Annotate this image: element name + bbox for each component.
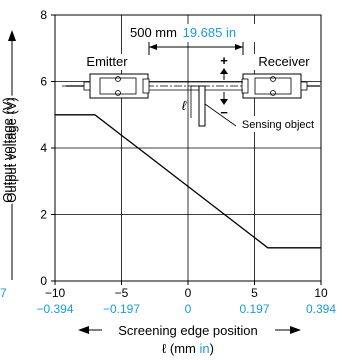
sensing-object-label-bg: [236, 116, 320, 132]
x-axis-label: Screening edge position: [118, 323, 258, 338]
x-tick-label-0: −10: [45, 286, 66, 300]
distance-arrow-right: [235, 44, 243, 50]
y-axis-arrow-head: [8, 30, 16, 41]
receiver-window: [254, 77, 292, 95]
x-tick-labels: −10 −5 0 5 10: [45, 281, 328, 300]
y-axis-label-fg: Output voltage (V): [4, 97, 19, 203]
y-tick-label-0: 0: [40, 274, 47, 288]
minus-arrow-head: [220, 99, 228, 105]
distance-label: 500 mm 19.685 in: [130, 25, 236, 40]
distance-in: 19.685 in: [183, 25, 237, 40]
emitter-label-bg: [77, 54, 137, 70]
x-tick-label-2: 0: [185, 286, 192, 300]
x-axis-unit-suffix: ): [210, 341, 214, 356]
emitter-label: Emitter: [86, 54, 128, 69]
emitter-screw-top: [115, 76, 121, 82]
y-tick-label-2: 4: [40, 141, 47, 155]
x-axis-arrow-left-head: [78, 326, 89, 334]
x-tick-in-label-3: 0.197: [239, 302, 269, 316]
receiver-label-bg: [250, 54, 318, 70]
receiver-screw-top: [270, 76, 276, 82]
x-tick-in-label-0: −0.394: [36, 302, 73, 316]
receiver-lens: [241, 78, 249, 94]
minus-sign: −: [220, 105, 228, 120]
emitter-lens: [142, 78, 150, 94]
plus-arrow-head: [220, 68, 228, 74]
x-tick-in-label-2: 0: [185, 302, 192, 316]
y-axis-label: Output voltage (V): [0, 97, 15, 203]
sensing-object: [198, 85, 206, 127]
emitter-screw-bottom: [115, 90, 121, 96]
x-axis-unit-prefix: ℓ (mm: [162, 341, 199, 356]
output-voltage-series-line: [55, 114, 321, 249]
distance-label-bg: [125, 24, 275, 42]
receiver-label: Receiver: [258, 54, 310, 69]
ell-label: ℓ: [182, 98, 187, 113]
x-tick-in-label-1: −0.197: [103, 302, 140, 316]
receiver-screw-bottom: [270, 90, 276, 96]
plus-sign: +: [220, 53, 228, 68]
x-tick-label-1: −5: [115, 286, 129, 300]
receiver-cable-connector: [300, 81, 308, 91]
x-tick-in-label-4: 0.394: [306, 302, 336, 316]
x-tick-in-cut-label: 7: [0, 286, 7, 300]
distance-arrow-left: [149, 44, 157, 50]
distance-mm: 500 mm: [130, 25, 177, 40]
x-axis-unit: ℓ (mm in): [162, 341, 214, 356]
y-tick-labels: 0 2 4 6 8: [40, 8, 55, 288]
receiver-body: [242, 73, 302, 99]
x-tick-labels-inch: −0.394 −0.197 0 0.197 0.394 7: [0, 286, 336, 316]
setup-diagram: 500 mm 19.685 in Emitter Receiver +: [62, 24, 320, 132]
emitter-body: [89, 73, 149, 99]
x-tick-label-4: 10: [314, 286, 328, 300]
x-axis-arrow-right-head: [290, 326, 301, 334]
x-axis-unit-in: in: [199, 341, 209, 356]
emitter-cable-connector: [83, 81, 91, 91]
y-tick-label-3: 6: [40, 75, 47, 89]
sensing-object-leader: [204, 103, 237, 127]
x-tick-label-3: 5: [251, 286, 258, 300]
y-tick-label-4: 8: [40, 8, 47, 22]
x-axis-label-group: Screening edge position ℓ (mm in): [78, 323, 301, 356]
emitter-window: [99, 77, 137, 95]
y-tick-label-1: 2: [40, 208, 47, 222]
sensing-object-label: Sensing object: [242, 119, 314, 131]
y-axis-label-group: Output voltage (V) Output voltage (V): [0, 30, 19, 280]
